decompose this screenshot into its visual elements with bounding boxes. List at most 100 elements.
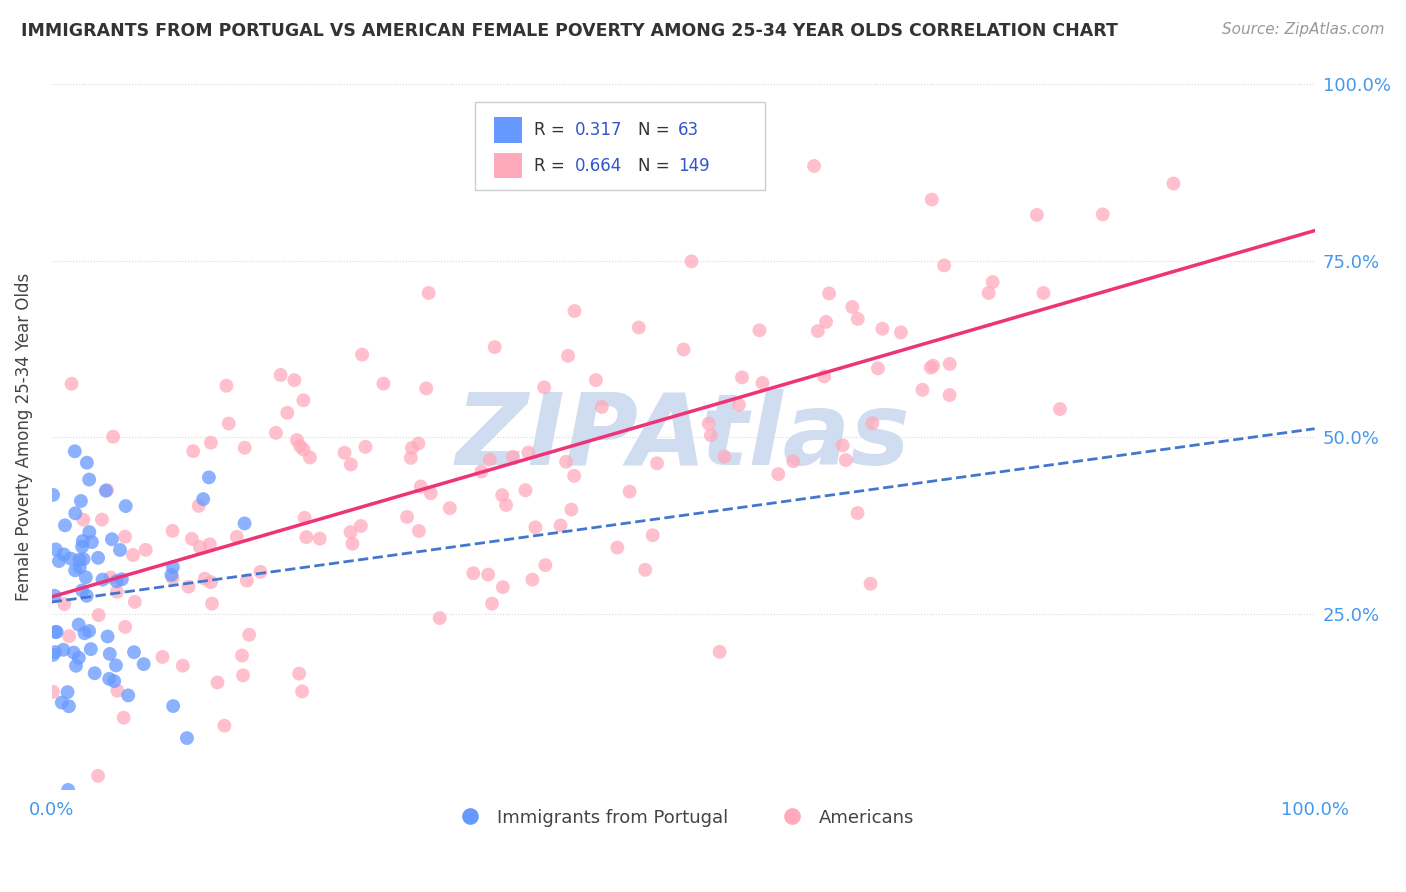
Point <box>96 483 118 497</box>
Point <box>1025 208 1047 222</box>
Point <box>550 518 572 533</box>
Point <box>748 323 770 337</box>
Point <box>187 499 209 513</box>
Point <box>515 483 537 498</box>
Point <box>731 370 754 384</box>
Point <box>72 552 94 566</box>
Point <box>52 642 75 657</box>
Point <box>42 648 65 662</box>
Point <box>87 550 110 565</box>
Point <box>207 675 229 690</box>
Point <box>80 642 103 657</box>
Point <box>233 516 256 531</box>
Point <box>846 312 869 326</box>
Text: Source: ZipAtlas.com: Source: ZipAtlas.com <box>1222 22 1385 37</box>
Point <box>562 468 585 483</box>
Text: 0.317: 0.317 <box>575 121 621 139</box>
Point <box>308 532 330 546</box>
Point <box>741 148 763 162</box>
Point <box>700 428 723 442</box>
Point <box>114 499 136 513</box>
Point <box>51 696 73 710</box>
Point <box>803 159 825 173</box>
Point <box>122 548 145 562</box>
Point <box>276 406 298 420</box>
Point <box>283 373 305 387</box>
Point <box>117 689 139 703</box>
Point <box>713 450 735 464</box>
Point <box>939 357 962 371</box>
Point <box>198 470 221 484</box>
Point <box>72 533 94 548</box>
Point <box>53 518 76 533</box>
Point <box>522 573 544 587</box>
Point <box>215 378 238 392</box>
Text: 149: 149 <box>678 157 710 175</box>
Point <box>524 520 547 534</box>
Point <box>188 540 211 554</box>
Point <box>44 645 66 659</box>
Point <box>352 348 374 362</box>
Legend: Immigrants from Portugal, Americans: Immigrants from Portugal, Americans <box>444 801 921 834</box>
Point <box>73 626 96 640</box>
Point <box>415 381 437 395</box>
Point <box>162 699 184 714</box>
Point <box>934 259 956 273</box>
Point <box>1163 177 1185 191</box>
Point <box>233 441 256 455</box>
Point <box>409 479 432 493</box>
Point <box>860 416 883 430</box>
Point <box>938 388 960 402</box>
Point <box>60 376 83 391</box>
Point <box>981 275 1004 289</box>
Point <box>172 658 194 673</box>
Point <box>59 551 82 566</box>
Point <box>58 629 80 643</box>
Point <box>295 530 318 544</box>
Point <box>560 502 582 516</box>
FancyBboxPatch shape <box>475 102 765 190</box>
Point <box>429 611 451 625</box>
Point <box>264 425 287 440</box>
Point <box>557 349 579 363</box>
Point <box>176 731 198 745</box>
Point <box>63 444 86 458</box>
Point <box>101 533 124 547</box>
Point <box>105 584 128 599</box>
Point <box>201 597 224 611</box>
Point <box>288 666 311 681</box>
Point <box>42 488 65 502</box>
Point <box>44 589 66 603</box>
Point <box>100 570 122 584</box>
Point <box>866 361 889 376</box>
Point <box>807 324 830 338</box>
Point <box>1091 207 1114 221</box>
Point <box>491 488 513 502</box>
Point <box>70 540 93 554</box>
Point <box>872 322 894 336</box>
Point <box>91 512 114 526</box>
Point <box>103 674 125 689</box>
Point <box>1049 402 1071 417</box>
Point <box>124 595 146 609</box>
Point <box>911 383 934 397</box>
Text: 63: 63 <box>678 121 699 139</box>
Point <box>859 576 882 591</box>
Point <box>249 565 271 579</box>
Point <box>98 647 121 661</box>
Point <box>681 254 703 268</box>
Point <box>533 380 555 394</box>
Point <box>91 573 114 587</box>
Point <box>98 672 121 686</box>
Point <box>97 630 120 644</box>
Bar <box>494 117 522 143</box>
Point <box>180 532 202 546</box>
Point <box>922 359 945 373</box>
Point <box>591 400 613 414</box>
Point <box>65 506 87 520</box>
Point <box>232 668 254 682</box>
Point <box>104 658 127 673</box>
Point <box>108 543 131 558</box>
Point <box>177 580 200 594</box>
Point <box>495 498 517 512</box>
